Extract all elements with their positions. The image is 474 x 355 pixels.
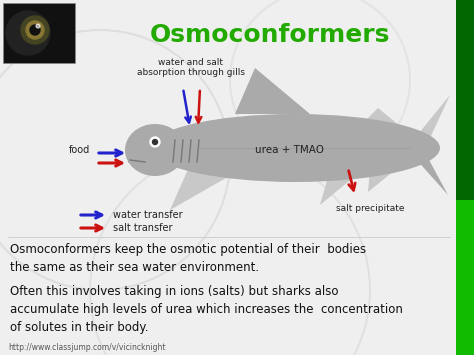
Circle shape xyxy=(26,21,44,39)
Circle shape xyxy=(36,24,40,28)
Circle shape xyxy=(6,11,50,55)
Circle shape xyxy=(21,16,49,44)
Text: Often this involves taking in ions (salts) but sharks also
accumulate high level: Often this involves taking in ions (salt… xyxy=(10,285,403,334)
Text: food: food xyxy=(69,145,90,155)
Bar xyxy=(456,0,474,355)
Circle shape xyxy=(153,140,157,144)
Bar xyxy=(3,3,75,63)
Polygon shape xyxy=(170,165,240,210)
Text: water and salt
absorption through gills: water and salt absorption through gills xyxy=(137,58,245,77)
Text: salt precipitate: salt precipitate xyxy=(336,204,404,213)
Text: water transfer: water transfer xyxy=(113,210,182,220)
Text: urea + TMAO: urea + TMAO xyxy=(255,145,325,155)
Polygon shape xyxy=(235,68,310,114)
Text: Osmoconformers keep the osmotic potential of their  bodies
the same as their sea: Osmoconformers keep the osmotic potentia… xyxy=(10,243,366,274)
Text: Osmoconformers: Osmoconformers xyxy=(150,23,390,47)
Polygon shape xyxy=(415,95,450,138)
Bar xyxy=(456,200,474,355)
Text: salt transfer: salt transfer xyxy=(113,223,173,233)
Polygon shape xyxy=(320,170,360,205)
Polygon shape xyxy=(415,158,448,195)
Ellipse shape xyxy=(150,114,440,182)
Circle shape xyxy=(150,137,160,147)
Polygon shape xyxy=(128,144,142,163)
Ellipse shape xyxy=(125,124,185,176)
Ellipse shape xyxy=(403,134,433,162)
Circle shape xyxy=(30,25,40,35)
Text: http://www.classjump.com/v/vicincknight: http://www.classjump.com/v/vicincknight xyxy=(8,343,165,352)
Polygon shape xyxy=(360,108,400,126)
Polygon shape xyxy=(368,168,395,192)
